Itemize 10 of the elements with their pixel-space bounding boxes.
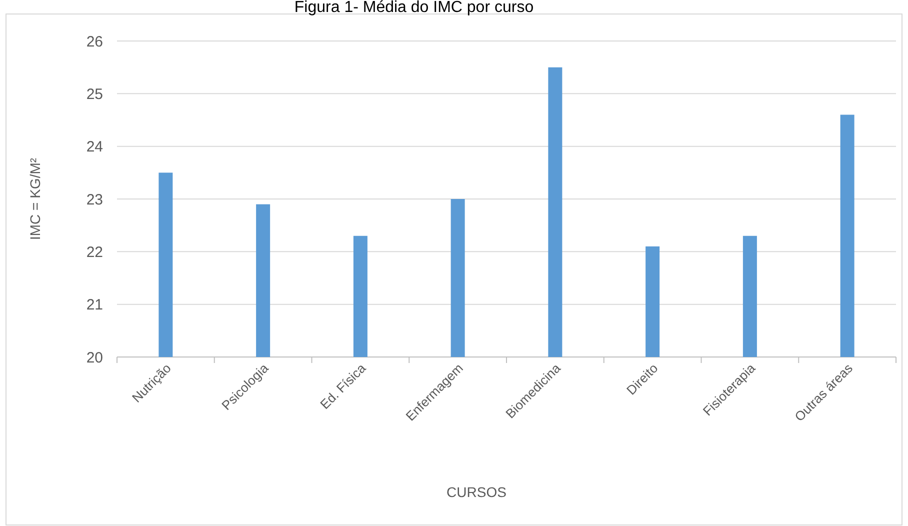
y-tick-label: 25 [86, 86, 103, 103]
x-axis-title: CURSOS [446, 484, 506, 500]
chart-title: Figura 1- Média do IMC por curso [294, 0, 534, 16]
y-tick-label: 23 [86, 191, 103, 208]
y-axis-title: IMC = KG/M² [27, 158, 43, 240]
y-tick-label: 26 [86, 33, 103, 50]
y-tick-label: 24 [86, 138, 103, 156]
y-tick-label: 21 [86, 296, 103, 314]
y-tick-label: 22 [86, 244, 103, 261]
y-tick-label: 20 [86, 349, 103, 366]
